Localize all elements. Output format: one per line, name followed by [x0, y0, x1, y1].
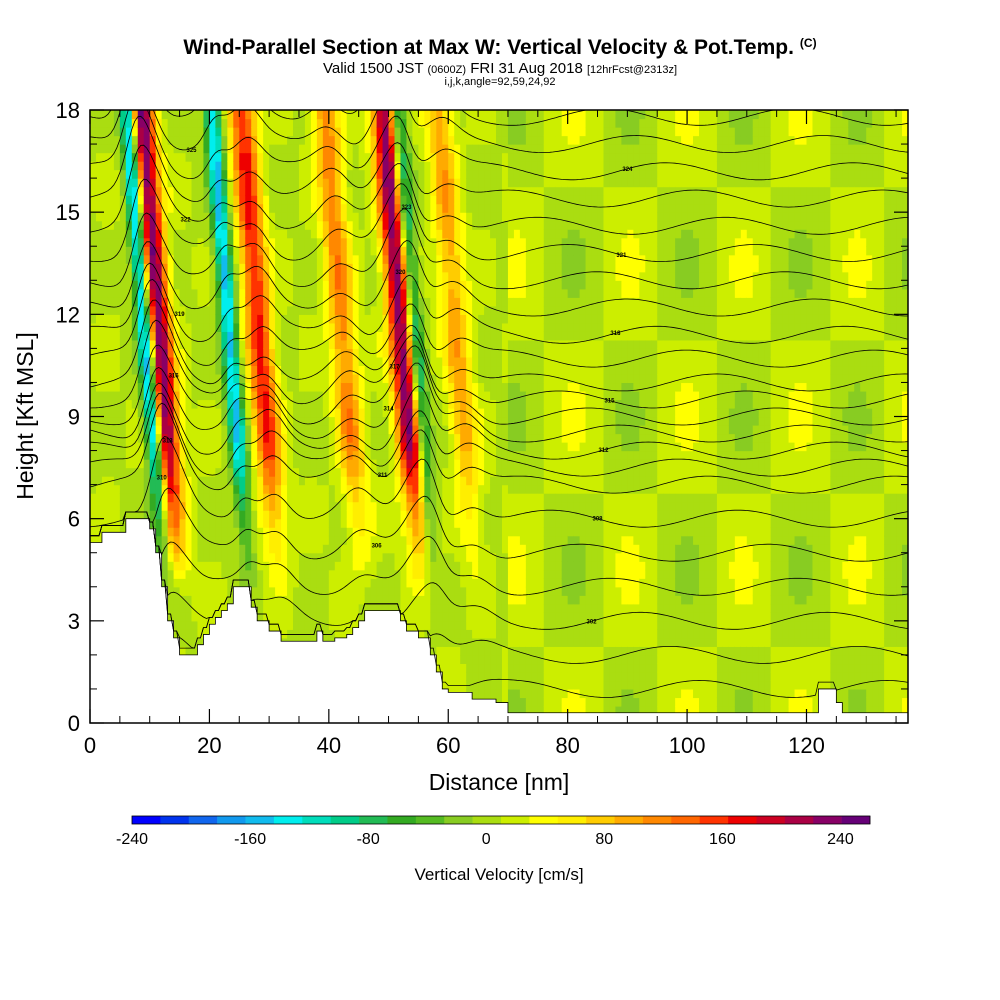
colorbar-swatch	[529, 816, 559, 824]
x-tick-label: 80	[555, 733, 579, 758]
colorbar-swatch	[586, 816, 615, 824]
colorbar-tick-label: -160	[234, 831, 266, 848]
chart-title: Wind-Parallel Section at Max W: Vertical…	[0, 36, 1000, 60]
contour-label: 310	[157, 475, 168, 481]
contour-label: 318	[610, 331, 621, 337]
contour-label: 311	[378, 473, 388, 479]
y-tick-label: 0	[68, 711, 80, 736]
colorbar-swatch	[444, 816, 473, 824]
colorbar-swatch	[841, 816, 871, 824]
contour-label: 314	[384, 407, 395, 413]
x-tick-label: 40	[317, 733, 341, 758]
contour-label: 315	[604, 399, 615, 405]
valid-time-b: FRI 31 Aug 2018	[470, 60, 583, 77]
axes: 0 20 40 60 80 100 120 0 3 6 9 12 15 18	[56, 98, 908, 758]
colorbar-tick-label: 80	[595, 831, 613, 848]
colorbar-swatch	[557, 816, 587, 824]
x-tick-label: 100	[669, 733, 706, 758]
contour-label: 325	[186, 148, 197, 154]
colorbar-swatch	[472, 816, 502, 824]
contour-label: 316	[169, 374, 180, 380]
valid-time-a: Valid 1500 JST	[322, 60, 424, 77]
colorbar-swatch	[728, 816, 757, 824]
colorbar-swatch	[387, 816, 417, 824]
y-tick-label: 18	[56, 98, 80, 123]
contour-label: 306	[372, 543, 383, 549]
colorbar-swatch	[671, 816, 700, 824]
y-tick-label: 12	[56, 302, 80, 327]
colorbar-swatch	[699, 816, 729, 824]
colorbar-swatch	[642, 816, 672, 824]
colorbar-swatch	[756, 816, 786, 824]
x-tick-label: 20	[197, 733, 221, 758]
colorbar-label: Vertical Velocity [cm/s]	[414, 865, 583, 884]
contour-label: 322	[181, 218, 192, 224]
colorbar-swatch	[784, 816, 814, 824]
contour-label: 312	[598, 448, 609, 454]
contour-label: 308	[593, 517, 604, 523]
y-tick-label: 15	[56, 200, 80, 225]
contour-label: 324	[622, 167, 633, 173]
x-tick-label: 120	[788, 733, 825, 758]
contour-label: 302	[587, 619, 598, 625]
colorbar-swatch	[132, 816, 161, 824]
x-tick-label: 60	[436, 733, 460, 758]
y-tick-label: 3	[68, 609, 80, 634]
colorbar-swatch	[160, 816, 190, 824]
valid-time: Valid 1500 JST (0600Z) FRI 31 Aug 2018 […	[0, 60, 1000, 77]
contour-label: 320	[395, 270, 406, 276]
colorbar-swatch	[273, 816, 303, 824]
colorbar-swatch	[415, 816, 445, 824]
terrain	[90, 518, 908, 723]
colorbar-swatch	[188, 816, 218, 824]
colorbar-tick-label: -240	[116, 831, 148, 848]
grid-info: i,j,k,angle=92,59,24,92	[444, 76, 556, 88]
colorbar-swatch	[359, 816, 388, 824]
contour-label: 323	[401, 205, 412, 211]
colorbar-tick-label: 160	[709, 831, 736, 848]
y-tick-label: 6	[68, 507, 80, 532]
y-tick-label: 9	[68, 405, 80, 430]
contour-label: 319	[175, 312, 186, 318]
title-mark: (C)	[799, 36, 817, 50]
colorbar: -240 -160 -80 0 80 160 240	[116, 815, 871, 848]
colorbar-swatch	[813, 816, 842, 824]
contour-label: 317	[390, 365, 401, 371]
forecast-info: [12hrFcst@2313z]	[586, 64, 678, 76]
colorbar-swatch	[217, 816, 246, 824]
colorbar-tick-label: 240	[827, 831, 854, 848]
colorbar-swatch	[330, 816, 360, 824]
y-axis-label: Height [Kft MSL]	[12, 332, 38, 499]
valid-utc: (0600Z)	[427, 64, 467, 76]
colorbar-swatch	[302, 816, 331, 824]
x-tick-label: 0	[84, 733, 96, 758]
colorbar-swatch	[614, 816, 644, 824]
x-axis-label: Distance [nm]	[429, 769, 570, 795]
contour-label: 321	[616, 253, 627, 259]
title-text: Wind-Parallel Section at Max W: Vertical…	[183, 36, 794, 59]
contour-label: 313	[163, 439, 174, 445]
colorbar-tick-label: -80	[357, 831, 380, 848]
colorbar-swatch	[245, 816, 275, 824]
colorbar-swatch	[501, 816, 530, 824]
colorbar-tick-label: 0	[482, 831, 491, 848]
